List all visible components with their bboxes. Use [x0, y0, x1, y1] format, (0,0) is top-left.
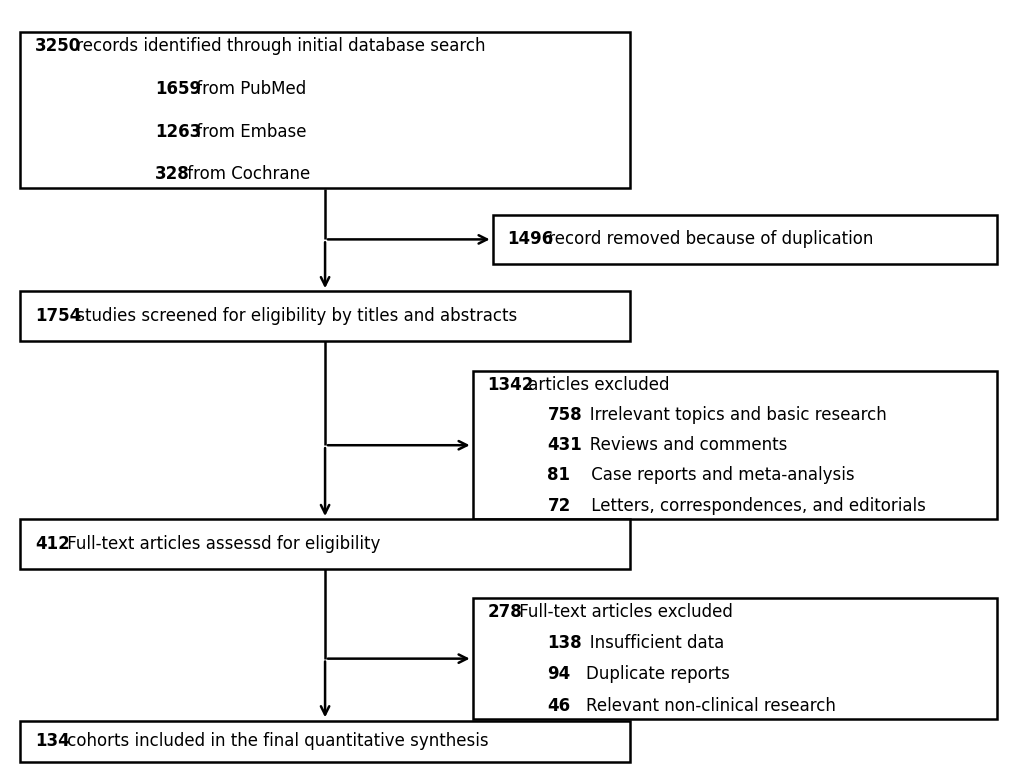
Text: cohorts included in the final quantitative synthesis: cohorts included in the final quantitati…: [62, 732, 488, 750]
Text: articles excluded: articles excluded: [523, 376, 669, 394]
Text: 431: 431: [547, 436, 582, 454]
Text: 1496: 1496: [507, 230, 553, 249]
Text: Full-text articles assessd for eligibility: Full-text articles assessd for eligibili…: [62, 535, 380, 553]
Text: 138: 138: [547, 634, 582, 652]
Text: 81: 81: [547, 467, 570, 484]
Text: 1342: 1342: [487, 376, 533, 394]
Text: 278: 278: [487, 602, 522, 621]
Text: Insufficient data: Insufficient data: [574, 634, 723, 652]
Text: 134: 134: [35, 732, 70, 750]
Text: Relevant non-clinical research: Relevant non-clinical research: [565, 697, 836, 715]
Text: from PubMed: from PubMed: [191, 80, 306, 98]
Text: 1659: 1659: [155, 80, 201, 98]
FancyBboxPatch shape: [20, 291, 630, 341]
FancyBboxPatch shape: [20, 721, 630, 763]
Text: 1754: 1754: [35, 307, 82, 325]
Text: from Embase: from Embase: [191, 122, 307, 141]
Text: from Cochrane: from Cochrane: [182, 165, 310, 184]
FancyBboxPatch shape: [472, 598, 997, 719]
Text: 72: 72: [547, 497, 571, 515]
Text: Full-text articles excluded: Full-text articles excluded: [514, 602, 733, 621]
Text: 412: 412: [35, 535, 70, 553]
Text: Letters, correspondences, and editorials: Letters, correspondences, and editorials: [565, 497, 925, 515]
Text: 1263: 1263: [155, 122, 201, 141]
FancyBboxPatch shape: [20, 519, 630, 569]
Text: Reviews and comments: Reviews and comments: [574, 436, 787, 454]
Text: Duplicate reports: Duplicate reports: [565, 666, 730, 684]
Text: Irrelevant topics and basic research: Irrelevant topics and basic research: [574, 406, 887, 424]
Text: 3250: 3250: [35, 37, 82, 55]
Text: record removed because of duplication: record removed because of duplication: [543, 230, 873, 249]
FancyBboxPatch shape: [20, 33, 630, 188]
FancyBboxPatch shape: [472, 371, 997, 519]
FancyBboxPatch shape: [492, 215, 997, 264]
Text: 758: 758: [547, 406, 582, 424]
Text: studies screened for eligibility by titles and abstracts: studies screened for eligibility by titl…: [71, 307, 517, 325]
Text: 328: 328: [155, 165, 190, 184]
Text: 94: 94: [547, 666, 571, 684]
Text: 46: 46: [547, 697, 570, 715]
Text: records identified through initial database search: records identified through initial datab…: [71, 37, 485, 55]
Text: Case reports and meta-analysis: Case reports and meta-analysis: [565, 467, 854, 484]
